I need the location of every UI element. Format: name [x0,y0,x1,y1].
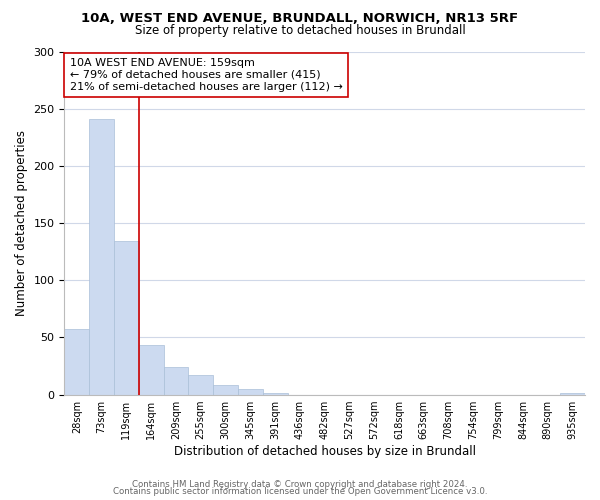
Text: 10A WEST END AVENUE: 159sqm
← 79% of detached houses are smaller (415)
21% of se: 10A WEST END AVENUE: 159sqm ← 79% of det… [70,58,343,92]
X-axis label: Distribution of detached houses by size in Brundall: Distribution of detached houses by size … [174,444,476,458]
Text: 10A, WEST END AVENUE, BRUNDALL, NORWICH, NR13 5RF: 10A, WEST END AVENUE, BRUNDALL, NORWICH,… [82,12,518,26]
Bar [139,346,164,395]
Bar [188,375,213,394]
Text: Contains HM Land Registry data © Crown copyright and database right 2024.: Contains HM Land Registry data © Crown c… [132,480,468,489]
Text: Size of property relative to detached houses in Brundall: Size of property relative to detached ho… [134,24,466,37]
Bar [164,367,188,394]
Bar [114,242,139,394]
Bar [213,386,238,394]
Text: Contains public sector information licensed under the Open Government Licence v3: Contains public sector information licen… [113,488,487,496]
Y-axis label: Number of detached properties: Number of detached properties [15,130,28,316]
Bar [64,330,89,394]
Bar [238,389,263,394]
Bar [89,119,114,394]
